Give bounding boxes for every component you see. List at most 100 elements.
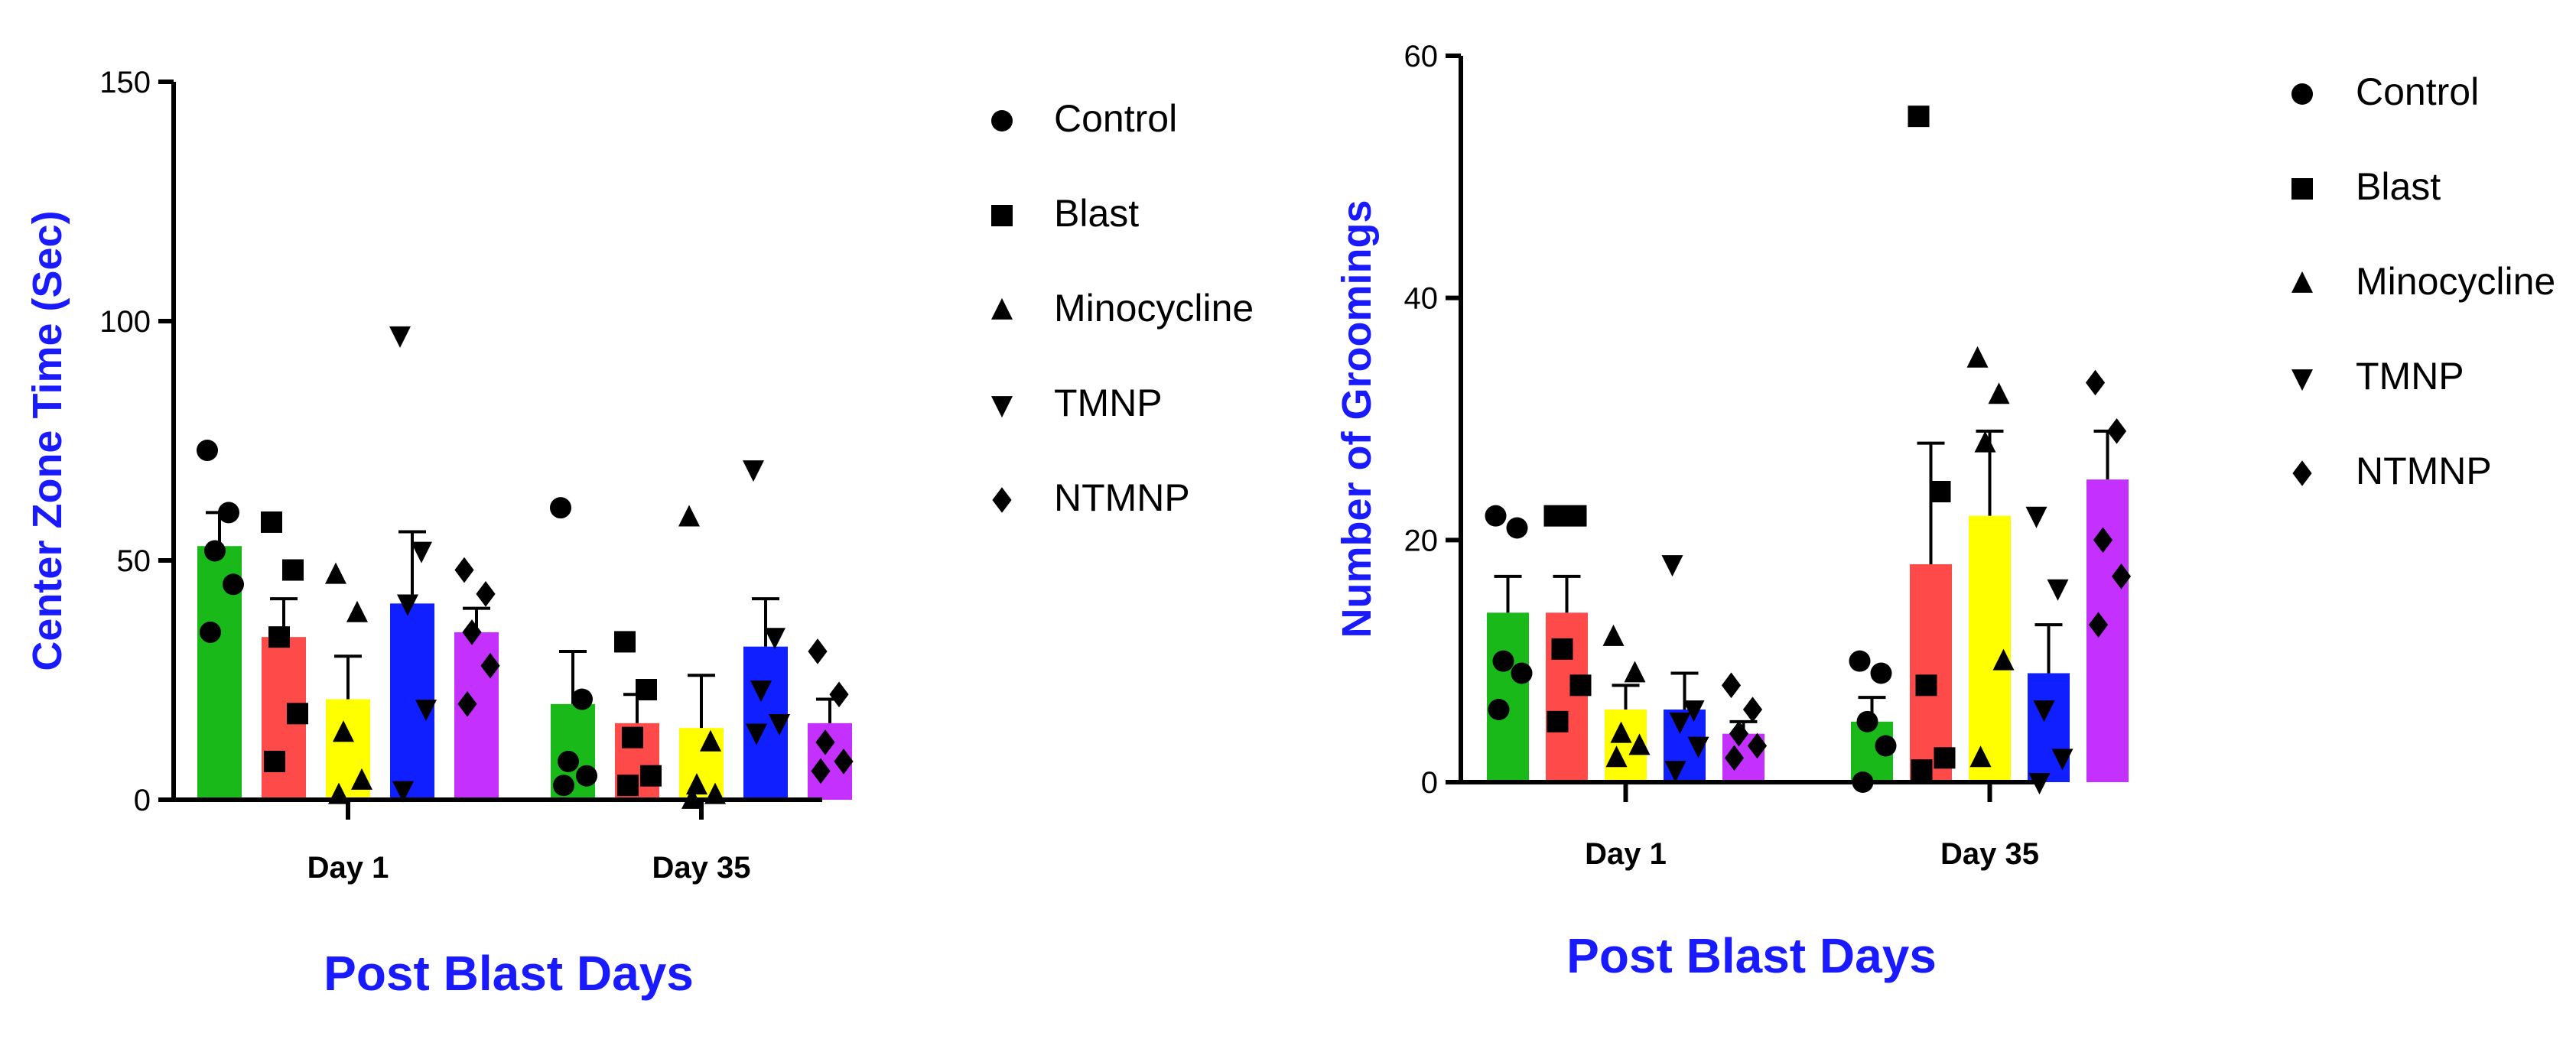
data-point (264, 750, 285, 772)
data-point (223, 573, 244, 596)
data-point (553, 775, 574, 797)
legend-marker-tmnp (991, 396, 1013, 418)
data-point (2106, 418, 2127, 444)
y-tick-label: 40 (1404, 282, 1439, 316)
data-point (1729, 720, 1749, 747)
data-point (1856, 710, 1878, 732)
data-point (204, 540, 226, 562)
chart-2: 0 20 40 60 Day 1 Day 35 Post Blast Days Number … (1334, 40, 2555, 983)
bar-minocycline-day35 (1969, 515, 2011, 782)
data-point (1543, 505, 1566, 527)
data-point (1511, 662, 1533, 684)
data-point (640, 765, 662, 787)
data-point (218, 502, 239, 524)
data-point (1661, 555, 1683, 577)
data-point (1934, 747, 1956, 769)
data-point (197, 440, 218, 462)
data-point (808, 638, 828, 664)
data-point (1911, 759, 1933, 781)
data-point (2033, 700, 2055, 723)
legend-label-tmnp: TMNP (1054, 382, 1163, 424)
data-point (1992, 648, 2015, 671)
legend-label-blast: Blast (2356, 165, 2441, 208)
data-point (1966, 346, 1989, 368)
data-point (1485, 505, 1507, 527)
data-point (829, 681, 849, 708)
legend-label-control: Control (2356, 70, 2479, 113)
data-point (764, 628, 785, 650)
data-point (1488, 699, 1510, 720)
data-point (454, 557, 474, 583)
legend-marker-ntmnp (2292, 460, 2312, 486)
legend-marker-blast (2291, 178, 2313, 200)
data-point (1742, 697, 1763, 723)
x-axis-title: Post Blast Days (1566, 928, 1937, 983)
legend-marker-ntmnp (992, 487, 1012, 513)
data-point (1969, 745, 1992, 768)
data-point (282, 559, 304, 581)
data-point (550, 497, 571, 519)
data-point (769, 713, 790, 736)
data-point (2085, 369, 2106, 396)
bar-ntmnp-day35 (2086, 479, 2129, 782)
data-point (2088, 612, 2109, 638)
data-point (815, 729, 835, 755)
data-point (287, 703, 308, 725)
data-point (415, 700, 437, 722)
y-tick-label: 150 (99, 66, 151, 99)
data-point (2111, 563, 2132, 589)
data-point (1687, 736, 1709, 758)
data-point (1683, 700, 1705, 723)
y-tick-label: 50 (117, 544, 151, 578)
data-point (2047, 579, 2069, 601)
legend-label-tmnp: TMNP (2356, 355, 2464, 398)
bar-blast-day1 (1546, 612, 1588, 782)
data-point (1602, 624, 1625, 646)
y-tick-label: 0 (134, 784, 151, 817)
legend-label-ntmnp: NTMNP (2356, 450, 2492, 492)
data-point (1605, 745, 1628, 768)
y-tick-label: 60 (1404, 40, 1439, 73)
data-point (480, 652, 500, 679)
y-tick-label: 0 (1421, 766, 1438, 800)
data-point (462, 619, 482, 645)
data-point (2025, 506, 2047, 528)
x-tick-label: Day 35 (652, 851, 751, 885)
data-point (411, 541, 432, 563)
legend-label-control: Control (1054, 97, 1177, 140)
data-point (1492, 650, 1514, 672)
data-point (1506, 517, 1528, 539)
data-point (622, 726, 643, 749)
x-tick-label: Day 1 (1585, 837, 1667, 871)
data-point (746, 723, 767, 745)
data-point (457, 691, 477, 717)
data-point (617, 775, 639, 797)
data-point (811, 758, 831, 784)
data-point (1664, 761, 1686, 783)
data-point (351, 768, 372, 790)
data-point (1870, 662, 1892, 684)
data-point (1669, 712, 1691, 734)
data-point (1915, 674, 1937, 697)
legend-marker-minocycline (2291, 271, 2313, 293)
data-point (333, 720, 354, 742)
legend-marker-control (2291, 83, 2313, 105)
x-tick-label: Day 35 (1940, 837, 2039, 871)
data-point (397, 594, 418, 616)
data-point (1908, 106, 1930, 128)
legend-marker-blast (991, 205, 1013, 226)
data-point (750, 680, 772, 703)
legend-label-minocycline: Minocycline (2356, 260, 2555, 303)
legend-marker-control (991, 110, 1013, 132)
data-point (1929, 481, 1951, 502)
data-point (1565, 505, 1587, 527)
x-tick-label: Day 1 (307, 851, 389, 885)
data-point (576, 765, 597, 787)
data-point (2028, 773, 2051, 795)
x-axis-title: Post Blast Days (324, 946, 694, 1001)
data-point (678, 505, 700, 527)
legend: Control Blast Minocycline TMNP NTMNP (991, 97, 1254, 519)
data-point (571, 688, 593, 710)
data-point (1551, 638, 1573, 660)
